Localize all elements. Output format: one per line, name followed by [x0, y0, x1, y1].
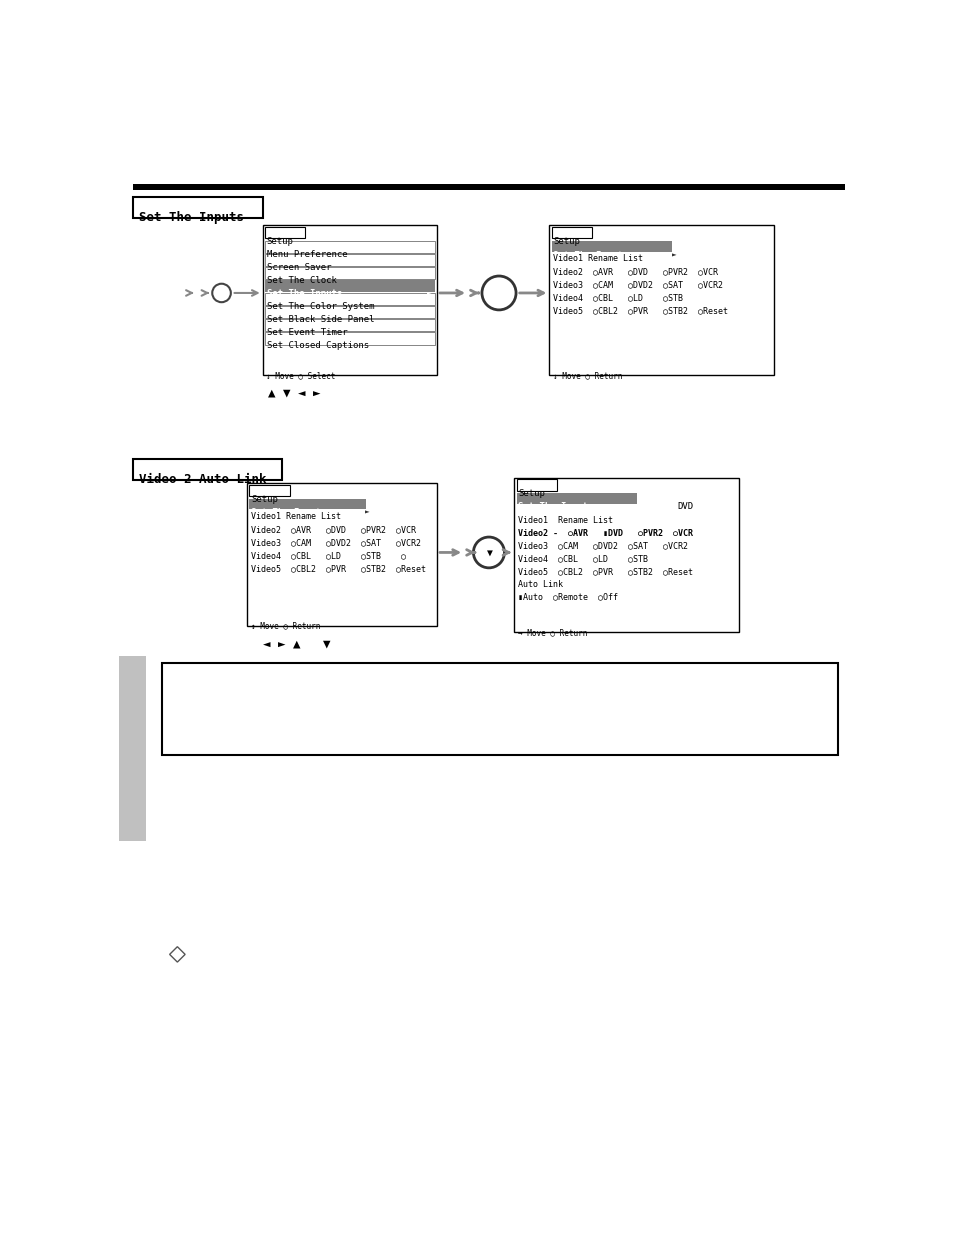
Text: Video1 Rename List: Video1 Rename List	[553, 254, 642, 263]
Text: DVD: DVD	[677, 503, 693, 511]
Bar	[247, 483, 436, 626]
Bar	[551, 227, 592, 238]
Text: ▮Auto  ○Remote  ○Off: ▮Auto ○Remote ○Off	[517, 593, 618, 601]
Text: Video5  ○CBL2  ○PVR   ○STB2  ○Reset: Video5 ○CBL2 ○PVR ○STB2 ○Reset	[553, 306, 727, 316]
Text: ↕ Move ○ Return: ↕ Move ○ Return	[251, 621, 320, 631]
Text: Video2  ○AVR   ○DVD   ○PVR2  ○VCR: Video2 ○AVR ○DVD ○PVR2 ○VCR	[251, 526, 416, 535]
Text: Video1  Rename List: Video1 Rename List	[517, 516, 613, 525]
Text: Video4  ○CBL   ○LD    ○STB: Video4 ○CBL ○LD ○STB	[517, 555, 648, 563]
Bar	[133, 196, 263, 219]
Text: Video2  ○AVR   ○DVD   ○PVR2  ○VCR: Video2 ○AVR ○DVD ○PVR2 ○VCR	[553, 268, 718, 277]
Text: Video1 Rename List: Video1 Rename List	[251, 513, 340, 521]
Text: Set Black Side Panel: Set Black Side Panel	[267, 315, 375, 325]
Text: ↕ Move ○ Return: ↕ Move ○ Return	[553, 372, 622, 380]
Polygon shape	[170, 947, 185, 962]
Bar	[265, 280, 435, 293]
Bar	[517, 493, 637, 504]
Text: ►: ►	[365, 508, 369, 516]
Bar	[265, 293, 435, 305]
Bar	[249, 499, 365, 509]
Text: Video5  ○CBL2  ○PVR   ○STB2  ○Reset: Video5 ○CBL2 ○PVR ○STB2 ○Reset	[251, 564, 426, 574]
Text: Set The Inputs: Set The Inputs	[517, 503, 593, 511]
Text: Video2 -  ○AVR   ▮DVD   ○PVR2  ○VCR: Video2 - ○AVR ▮DVD ○PVR2 ○VCR	[517, 529, 693, 537]
Text: Setup: Setup	[517, 489, 545, 498]
Bar	[262, 225, 436, 375]
Text: ►: ►	[671, 251, 676, 259]
Text: ▼: ▼	[486, 548, 492, 558]
Bar	[249, 484, 290, 496]
Bar	[265, 241, 435, 253]
Bar	[551, 241, 671, 252]
Text: Set The Inputs: Set The Inputs	[267, 289, 342, 298]
Text: Set The Color System: Set The Color System	[267, 303, 375, 311]
Bar	[265, 319, 435, 331]
Bar	[133, 184, 843, 190]
Text: Video4  ○CBL   ○LD    ○STB    ○: Video4 ○CBL ○LD ○STB ○	[251, 552, 406, 561]
Circle shape	[481, 275, 516, 310]
Circle shape	[212, 284, 231, 303]
Text: Video3  ○CAM   ○DVD2  ○SAT   ○VCR2: Video3 ○CAM ○DVD2 ○SAT ○VCR2	[553, 280, 722, 290]
Text: Set The Inputs: Set The Inputs	[553, 251, 628, 259]
Text: Set Event Timer: Set Event Timer	[267, 329, 348, 337]
Text: ►: ►	[427, 289, 431, 298]
Text: Video5  ○CBL2  ○PVR   ○STB2  ○Reset: Video5 ○CBL2 ○PVR ○STB2 ○Reset	[517, 567, 693, 576]
Text: Menu Preference: Menu Preference	[267, 249, 348, 259]
Circle shape	[473, 537, 504, 568]
Text: Setup: Setup	[251, 495, 277, 504]
Text: Video4  ○CBL   ○LD    ○STB: Video4 ○CBL ○LD ○STB	[553, 294, 682, 303]
Bar	[265, 227, 305, 238]
Text: Set The Inputs: Set The Inputs	[251, 508, 326, 516]
Text: Auto Link: Auto Link	[517, 580, 563, 589]
Text: Video 2 Auto Link: Video 2 Auto Link	[139, 473, 267, 487]
Bar	[517, 479, 557, 490]
Bar	[549, 225, 773, 375]
Bar	[265, 253, 435, 266]
Text: Video3  ○CAM   ○DVD2  ○SAT   ○VCR2: Video3 ○CAM ○DVD2 ○SAT ○VCR2	[517, 541, 688, 550]
Text: Set The Inputs: Set The Inputs	[139, 211, 244, 225]
Text: ▲ ▼ ◄ ►: ▲ ▼ ◄ ►	[268, 387, 320, 400]
Bar	[265, 332, 435, 345]
Text: Set Closed Captions: Set Closed Captions	[267, 341, 369, 351]
Text: ◄ ► ▲   ▼: ◄ ► ▲ ▼	[262, 637, 330, 650]
Bar	[265, 306, 435, 319]
Text: Set The Clock: Set The Clock	[267, 275, 336, 285]
Bar	[133, 458, 282, 480]
Text: ↕ Move ○ Select: ↕ Move ○ Select	[266, 372, 335, 380]
Text: Setup: Setup	[266, 237, 294, 246]
Text: Video3  ○CAM   ○DVD2  ○SAT   ○VCR2: Video3 ○CAM ○DVD2 ○SAT ○VCR2	[251, 538, 420, 547]
Text: → Move ○ Return: → Move ○ Return	[517, 627, 587, 637]
Bar	[119, 656, 146, 841]
Bar	[265, 267, 435, 279]
Text: Screen Saver: Screen Saver	[267, 263, 332, 272]
Bar	[514, 478, 739, 632]
Text: Setup: Setup	[553, 237, 579, 246]
Bar	[162, 662, 837, 755]
